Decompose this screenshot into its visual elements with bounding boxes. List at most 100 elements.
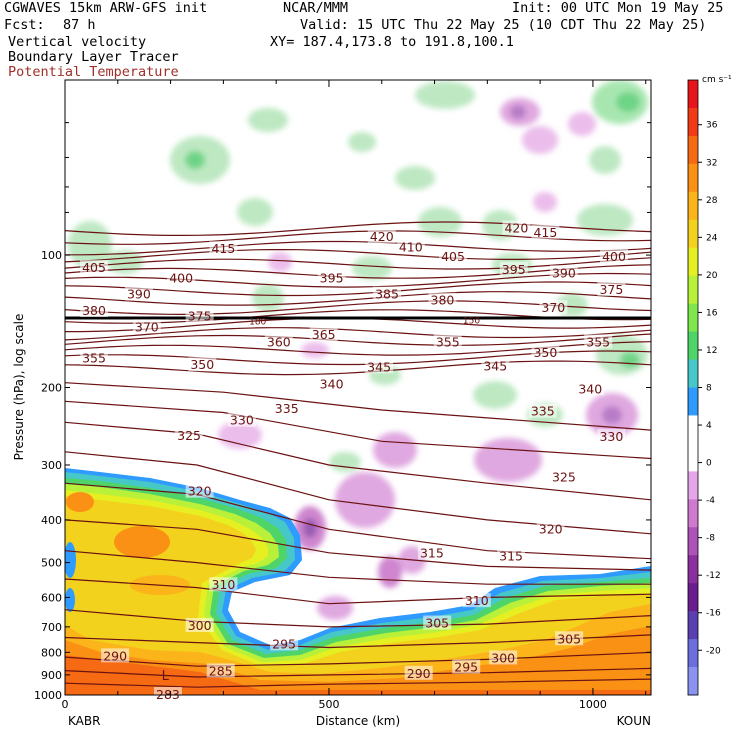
colorbar-tick-label: 12 bbox=[706, 346, 717, 356]
theta-label-bg bbox=[576, 381, 605, 396]
theta-label-bg bbox=[373, 286, 402, 301]
theta-label: 320 bbox=[539, 521, 563, 536]
colorbar-tick-label: 0 bbox=[706, 459, 712, 469]
theta-label-bg bbox=[188, 357, 217, 372]
theta-contour bbox=[65, 327, 651, 341]
theta-label: 305 bbox=[557, 631, 581, 646]
theta-contour bbox=[65, 382, 651, 431]
theta-label-bg bbox=[536, 521, 565, 536]
theta-label-bg bbox=[433, 334, 462, 349]
theta-label-bg bbox=[209, 577, 238, 592]
theta-label-bg bbox=[549, 265, 578, 280]
colorbar-tick-label: 16 bbox=[706, 308, 718, 318]
theta-contour bbox=[65, 400, 651, 460]
theta-label-bg bbox=[270, 636, 299, 651]
theta-label-bg bbox=[317, 376, 346, 391]
colorbar-swatch bbox=[688, 667, 698, 696]
theta-label-bg bbox=[417, 545, 446, 560]
theta-label-bg bbox=[175, 428, 204, 443]
theta-label: 315 bbox=[499, 549, 523, 564]
theta-label: 395 bbox=[320, 270, 344, 285]
theta-label-bg bbox=[264, 334, 293, 349]
theta-label-bg bbox=[584, 334, 613, 349]
colorbar-tick-label: 20 bbox=[706, 271, 718, 281]
theta-label: 415 bbox=[533, 225, 557, 240]
theta-label: 390 bbox=[127, 287, 151, 302]
y-tick-label: 100 bbox=[41, 249, 62, 262]
field-potential-temperature: Potential Temperature bbox=[8, 64, 179, 80]
theta-label: 340 bbox=[578, 381, 602, 396]
theta-label-bg bbox=[80, 350, 109, 365]
colorbar-swatch bbox=[688, 639, 698, 668]
theta-label-bg bbox=[497, 548, 526, 563]
theta-label-bg bbox=[396, 239, 425, 254]
theta-label-bg bbox=[600, 248, 629, 263]
theta-contour bbox=[65, 240, 651, 256]
theta-label: 400 bbox=[602, 249, 626, 264]
theta-label: 335 bbox=[531, 404, 555, 419]
theta-label-bg bbox=[209, 241, 238, 256]
colorbar: cm s⁻¹ 36 32 28 24 20 16 12 8 4 0 -4 -8 -12 -16 -20 bbox=[687, 75, 732, 696]
theta-label: 355 bbox=[586, 334, 610, 349]
theta-label: 290 bbox=[103, 648, 127, 663]
y-tick-label: 1000 bbox=[34, 689, 62, 702]
colorbar-tick-label: -12 bbox=[706, 571, 721, 581]
colorbar-swatch bbox=[688, 107, 698, 137]
colorbar-swatch bbox=[688, 303, 698, 333]
colorbar-swatch bbox=[688, 359, 698, 388]
theta-contour bbox=[65, 333, 651, 346]
theta-label: 390 bbox=[552, 265, 576, 280]
theta-label: 415 bbox=[211, 241, 235, 256]
theta-label-bg bbox=[404, 665, 433, 680]
colorbar-units: cm s⁻¹ bbox=[702, 75, 732, 85]
theta-contour bbox=[65, 360, 651, 376]
theta-contour bbox=[65, 291, 651, 306]
theta-label: 355 bbox=[82, 351, 106, 366]
theta-label: 385 bbox=[375, 287, 399, 302]
theta-contour bbox=[65, 519, 651, 571]
theta-label-bg bbox=[80, 302, 109, 317]
x-axis: 0 500 1000 bbox=[62, 80, 647, 711]
colorbar-tick-label: 32 bbox=[706, 158, 717, 168]
theta-contour bbox=[65, 482, 651, 560]
colorbar-tick-label: 28 bbox=[706, 196, 718, 206]
contour-marker-label: L bbox=[162, 669, 170, 684]
theta-label: 345 bbox=[483, 358, 507, 373]
theta-label: 400 bbox=[169, 270, 193, 285]
theta-label: 375 bbox=[599, 282, 623, 297]
theta-label: 360 bbox=[267, 334, 291, 349]
theta-label-bg bbox=[153, 687, 182, 701]
theta-label-bg bbox=[367, 229, 396, 244]
theta-label-bg bbox=[439, 248, 468, 263]
theta-label: 410 bbox=[399, 239, 423, 254]
y-axis-label: Pressure (hPa), log scale bbox=[12, 314, 26, 461]
theta-label: 300 bbox=[188, 618, 212, 633]
theta-contour bbox=[65, 550, 651, 585]
y-tick-label: 900 bbox=[41, 669, 62, 682]
theta-label-bg bbox=[597, 281, 626, 296]
theta-label: 315 bbox=[420, 546, 444, 561]
theta-label-bg bbox=[272, 401, 301, 416]
theta-contour bbox=[65, 678, 651, 688]
theta-contour bbox=[65, 609, 651, 628]
colorbar-tick-label: -4 bbox=[706, 496, 715, 506]
y-tick-label: 700 bbox=[41, 621, 62, 634]
theta-label: 310 bbox=[465, 593, 489, 608]
theta-label-bg bbox=[502, 220, 531, 235]
theta-label-bg bbox=[80, 259, 109, 274]
y-tick-label: 500 bbox=[41, 557, 62, 570]
colorbar-swatch bbox=[688, 555, 698, 584]
theta-label: 320 bbox=[188, 484, 212, 499]
colorbar-swatch bbox=[688, 247, 698, 277]
colorbar-swatch bbox=[688, 387, 698, 416]
theta-label-bg bbox=[185, 483, 214, 498]
theta-label: 370 bbox=[135, 319, 159, 334]
theta-label: 365 bbox=[312, 327, 336, 342]
theta-label-bg bbox=[132, 319, 161, 334]
x-tick-label: 1000 bbox=[579, 698, 607, 711]
colorbar-swatch bbox=[688, 275, 698, 305]
x-axis-label: Distance (km) bbox=[316, 714, 400, 728]
y-tick-label: 400 bbox=[41, 514, 62, 527]
theta-label: 405 bbox=[441, 249, 465, 264]
theta-label-bg bbox=[101, 648, 130, 663]
